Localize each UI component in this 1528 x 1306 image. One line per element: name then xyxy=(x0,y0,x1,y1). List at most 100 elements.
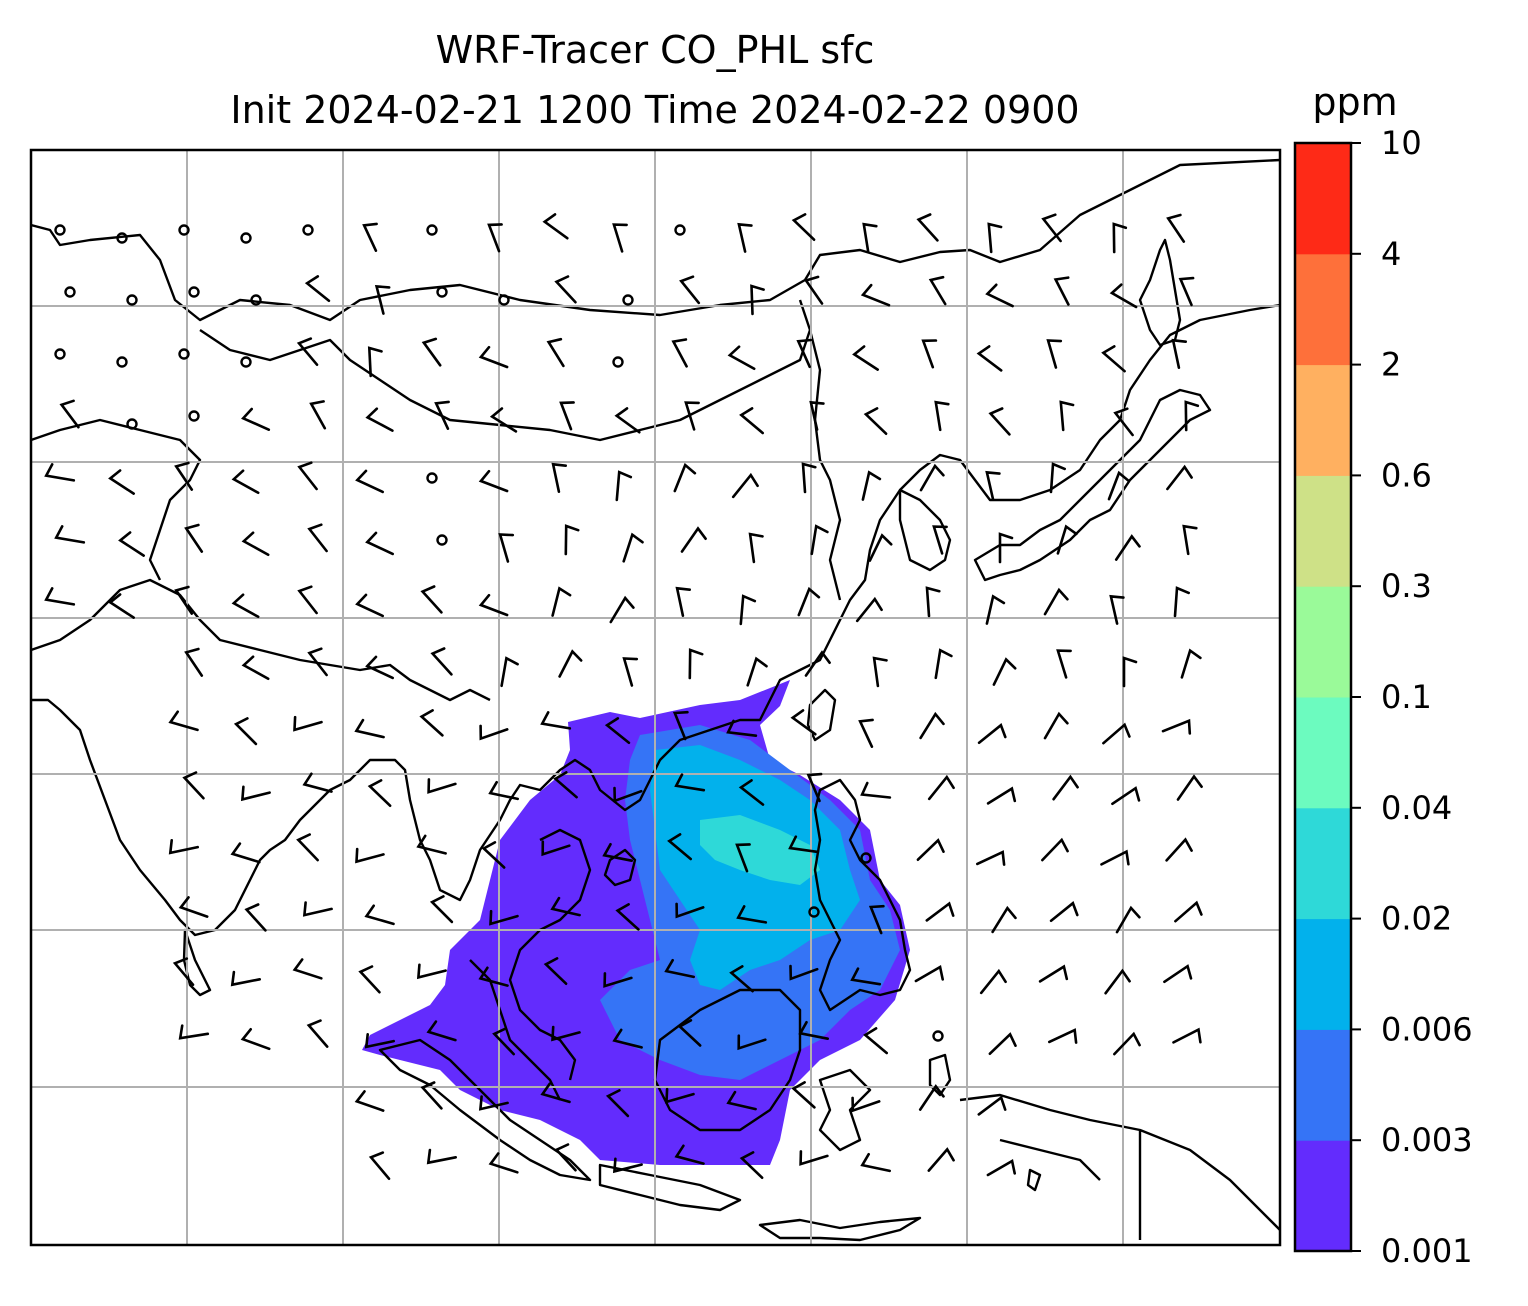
wind-barb xyxy=(307,523,328,553)
wind-barb xyxy=(302,901,333,917)
wind-barb xyxy=(44,587,76,606)
wind-barb xyxy=(554,1143,577,1172)
calm-wind-circle xyxy=(250,294,262,306)
wind-barb xyxy=(976,345,1003,372)
wind-barb xyxy=(241,531,270,557)
wind-barb xyxy=(178,896,209,918)
wind-barb xyxy=(541,840,571,857)
wind-barb xyxy=(736,905,768,924)
wind-barb xyxy=(488,1152,519,1174)
wind-barb xyxy=(1112,222,1128,254)
wind-barb xyxy=(977,723,1007,745)
sumatra-coastline xyxy=(378,1038,592,1182)
wind-barb xyxy=(986,1158,1016,1177)
colorbar-tick-label: 0.04 xyxy=(1381,789,1452,827)
wind-barb xyxy=(365,655,394,680)
wind-barb xyxy=(602,843,633,862)
calm-wind-circle xyxy=(116,356,128,368)
wind-barb xyxy=(551,462,567,493)
wind-barb xyxy=(739,1151,764,1179)
wind-barb xyxy=(231,469,260,495)
wind-barb xyxy=(1038,964,1069,983)
wind-barb xyxy=(546,337,565,368)
wind-barb xyxy=(863,407,888,435)
wind-barb xyxy=(230,970,261,987)
wind-barb xyxy=(478,345,509,369)
wind-barb xyxy=(54,525,86,544)
wind-barb xyxy=(184,647,204,677)
colorbar-tick-label: 0.003 xyxy=(1381,1121,1473,1159)
wind-barb xyxy=(355,593,384,618)
wind-barb xyxy=(488,780,519,801)
wind-barb xyxy=(979,968,1007,995)
wind-barb xyxy=(358,965,381,994)
wind-barb xyxy=(726,1090,757,1111)
wind-barb xyxy=(297,461,318,491)
wind-barb xyxy=(991,905,1017,934)
wind-barb xyxy=(850,967,882,986)
wind-barb xyxy=(992,657,1017,686)
wind-barb xyxy=(729,965,754,993)
colorbar-segment xyxy=(1295,586,1351,698)
wind-barb xyxy=(665,1087,695,1104)
wind-barb xyxy=(609,595,635,624)
wind-barb xyxy=(916,838,945,861)
wind-barb xyxy=(500,656,519,688)
sulawesi-coastline xyxy=(818,1068,872,1152)
wind-barb xyxy=(921,339,938,369)
wind-barb xyxy=(108,593,135,619)
wind-barb xyxy=(543,957,568,985)
calm-wind-circle xyxy=(612,356,624,368)
wind-barb xyxy=(355,847,385,864)
wind-barb xyxy=(858,718,874,748)
wind-barb xyxy=(168,710,199,732)
calm-wind-circle xyxy=(126,294,138,306)
wind-barb xyxy=(489,407,518,433)
wind-barb xyxy=(364,904,395,926)
wind-barb xyxy=(240,785,271,802)
calm-wind-circle xyxy=(808,906,820,918)
wind-barb xyxy=(231,593,260,619)
wind-barb xyxy=(241,655,270,681)
wind-barb xyxy=(731,472,759,499)
wind-barb xyxy=(1053,276,1070,306)
borneo-coastline xyxy=(653,988,802,1132)
wind-barb xyxy=(1041,213,1062,243)
korea-coastline xyxy=(898,488,952,572)
wind-barb xyxy=(612,1157,643,1174)
calm-wind-circle xyxy=(116,232,128,244)
wind-barb xyxy=(603,972,633,988)
wind-barb xyxy=(919,711,945,740)
china-internal-border xyxy=(808,329,842,601)
philippines-coastline xyxy=(813,778,912,1012)
wind-barb xyxy=(791,213,816,241)
wind-barb xyxy=(604,717,631,745)
colorbar-tick-label: 2 xyxy=(1381,346,1401,384)
wind-barb xyxy=(487,223,503,253)
colorbar-tick-label: 4 xyxy=(1381,235,1401,273)
wind-barb xyxy=(302,772,333,793)
wind-barb xyxy=(554,275,577,304)
wind-barb xyxy=(1172,1027,1202,1044)
wind-barb xyxy=(174,585,194,615)
wind-barb xyxy=(1161,718,1192,735)
wind-barb xyxy=(727,345,756,371)
wind-barb xyxy=(810,524,829,556)
wind-barb xyxy=(806,772,823,803)
wind-barb xyxy=(478,1095,509,1111)
wind-barb xyxy=(1056,649,1072,679)
tibet-border xyxy=(31,418,202,581)
wind-barb xyxy=(365,407,394,432)
wind-barb xyxy=(739,594,757,626)
wind-barb xyxy=(737,222,753,253)
wind-barb xyxy=(738,779,765,806)
calm-wind-circle xyxy=(64,286,76,298)
calm-wind-circle xyxy=(240,232,252,244)
colorbar-tick-label: 0.006 xyxy=(1381,1010,1473,1048)
wind-barb xyxy=(932,525,948,555)
wind-barb xyxy=(44,463,76,482)
wind-barb xyxy=(925,901,955,922)
wind-barb xyxy=(798,1021,829,1040)
wind-barb xyxy=(801,462,817,494)
